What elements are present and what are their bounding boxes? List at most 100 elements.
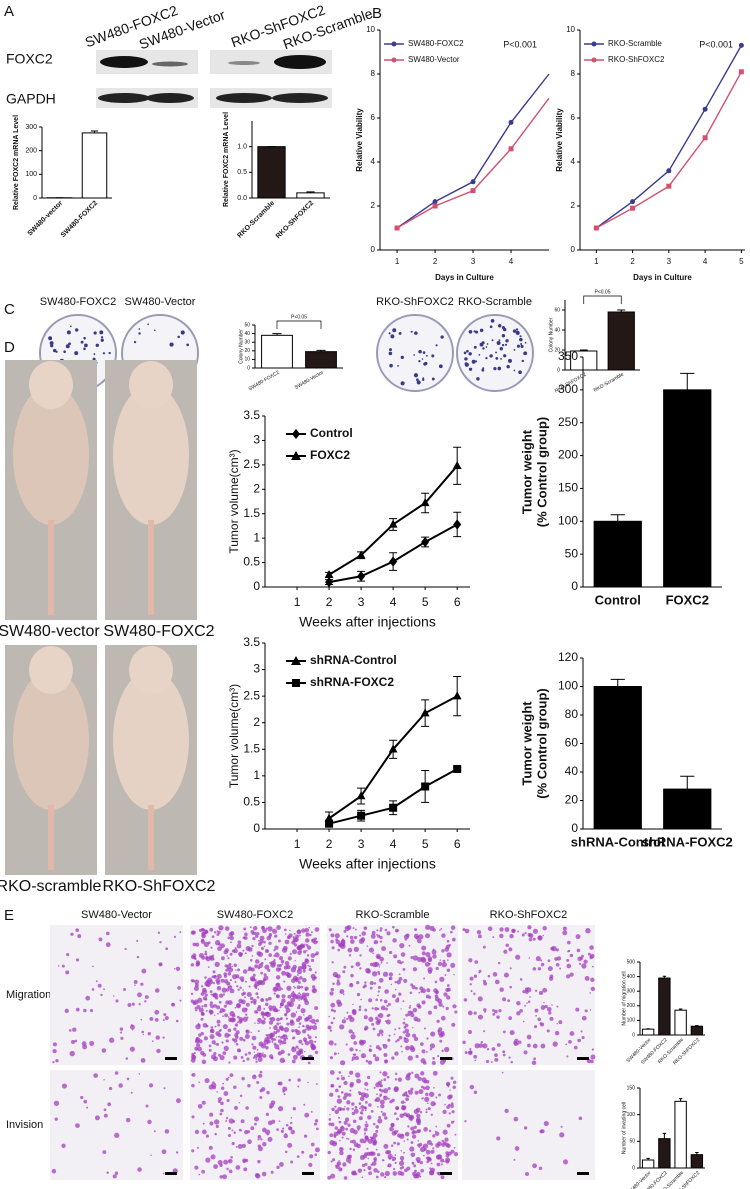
- cell: [523, 1050, 528, 1055]
- cell: [234, 1105, 238, 1110]
- cell: [351, 1170, 356, 1176]
- cell: [379, 1084, 383, 1088]
- colony: [100, 338, 104, 342]
- cell: [429, 1043, 436, 1049]
- x-tick-label: 1: [594, 257, 599, 266]
- cell: [257, 951, 264, 957]
- cell: [214, 996, 219, 1000]
- cell: [425, 1111, 428, 1114]
- dish: [456, 314, 534, 392]
- cell: [364, 1134, 366, 1136]
- cell: [216, 980, 221, 985]
- colony: [482, 367, 485, 370]
- cell: [446, 1123, 451, 1128]
- cell: [214, 940, 221, 946]
- scale-bar: [577, 1057, 589, 1060]
- cell: [360, 1092, 366, 1098]
- colony: [422, 377, 425, 380]
- cell: [523, 1126, 528, 1130]
- cell: [300, 985, 304, 989]
- cell: [314, 1153, 318, 1157]
- cell: [198, 1081, 201, 1084]
- cell: [224, 1013, 229, 1018]
- cell: [220, 1101, 224, 1106]
- cell: [259, 1070, 263, 1074]
- cell: [540, 962, 545, 967]
- cell: [392, 925, 395, 929]
- y-tick-label: 8: [371, 69, 376, 78]
- cell: [228, 1118, 235, 1124]
- colony: [491, 339, 494, 342]
- cell: [114, 1171, 119, 1175]
- cell: [416, 1129, 421, 1134]
- cell: [204, 931, 207, 934]
- cell: [474, 960, 479, 964]
- cell: [368, 1016, 374, 1022]
- cell: [227, 1076, 230, 1079]
- cell: [284, 961, 290, 966]
- cell: [406, 1073, 411, 1078]
- colony: [503, 354, 507, 358]
- cell: [352, 1139, 356, 1144]
- cell: [314, 937, 317, 941]
- cell: [348, 1029, 353, 1034]
- cell: [473, 974, 478, 978]
- cell: [227, 1133, 232, 1138]
- cell: [372, 1132, 378, 1138]
- cell: [377, 994, 379, 997]
- cell: [290, 997, 296, 1003]
- column-label: RKO-ShFOXC2: [490, 909, 568, 921]
- cell: [214, 961, 220, 968]
- cell: [378, 978, 384, 983]
- cell: [410, 1141, 414, 1145]
- x-tick-label: SW480-vector: [27, 200, 65, 238]
- cell: [314, 1006, 319, 1010]
- cell: [379, 956, 385, 962]
- cell: [238, 1128, 242, 1132]
- cell: [566, 974, 571, 979]
- bar: [607, 311, 635, 371]
- cell: [257, 1138, 260, 1141]
- cell: [151, 1040, 154, 1043]
- cell: [492, 1009, 495, 1012]
- cell: [197, 1046, 203, 1052]
- legend-marker: [391, 57, 397, 63]
- cell: [242, 1016, 248, 1022]
- cell: [332, 1017, 336, 1020]
- colony: [416, 380, 421, 385]
- cell: [298, 1039, 303, 1044]
- cell: [404, 1028, 409, 1034]
- cell: [423, 1127, 428, 1132]
- cell: [469, 983, 472, 986]
- cell: [499, 987, 504, 992]
- cell: [386, 1075, 390, 1079]
- cell: [276, 1028, 280, 1033]
- cell: [513, 1158, 516, 1161]
- cell: [477, 996, 483, 1002]
- cell: [242, 969, 248, 974]
- cell: [425, 933, 431, 939]
- cell: [196, 964, 198, 967]
- cell: [410, 1087, 414, 1091]
- cell: [449, 1089, 451, 1091]
- cell: [403, 1109, 405, 1111]
- colony: [435, 344, 438, 347]
- cell: [355, 1072, 361, 1078]
- cell: [444, 1046, 450, 1053]
- cell: [396, 1142, 400, 1146]
- cell: [175, 1098, 181, 1104]
- cell: [462, 928, 466, 932]
- cell: [419, 1111, 423, 1114]
- cell: [336, 1077, 340, 1080]
- y-tick-label: 4: [571, 157, 576, 166]
- cell: [418, 991, 421, 994]
- cell: [450, 930, 453, 934]
- cell: [154, 1009, 160, 1015]
- cell: [213, 1004, 217, 1008]
- error-bar: [306, 191, 315, 193]
- cell: [452, 1004, 457, 1009]
- cell: [511, 928, 516, 934]
- cell: [279, 1162, 284, 1167]
- cell: [278, 963, 282, 968]
- cell: [408, 1114, 415, 1120]
